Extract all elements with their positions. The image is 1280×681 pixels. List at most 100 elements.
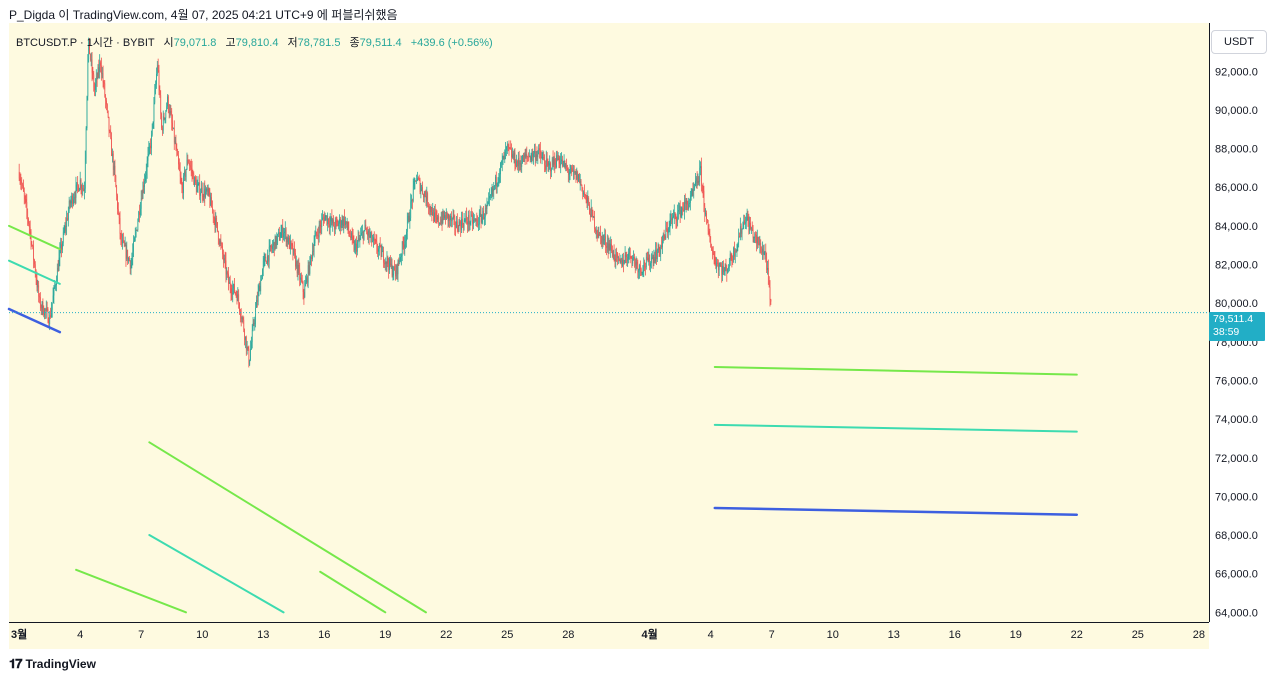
candle-body (305, 282, 307, 287)
candle-body (650, 263, 651, 267)
candle-body (242, 317, 244, 320)
candle-body (766, 256, 768, 270)
candle-body (723, 270, 725, 273)
candle-body (619, 260, 621, 263)
candle-body (251, 330, 253, 343)
candle-body (611, 244, 612, 251)
candle-body (539, 148, 540, 151)
time-tick-label: 19 (1010, 629, 1022, 641)
candle-body (189, 163, 190, 166)
price-tick-label: 92,000.0 (1215, 66, 1258, 78)
candle-body (124, 244, 126, 247)
candle-body (684, 201, 686, 204)
candle-body (66, 218, 68, 227)
candle-body (383, 250, 384, 263)
candle-body (744, 220, 745, 224)
candle-body (167, 96, 168, 107)
candle-body (764, 251, 766, 253)
candle-body (622, 259, 623, 266)
candle-body (204, 188, 206, 198)
candle-body (697, 180, 699, 183)
candle-body (21, 183, 23, 185)
candle-body (376, 241, 378, 250)
candle-body (316, 231, 318, 235)
candle-body (179, 170, 181, 177)
candle-body (73, 199, 74, 204)
candle-body (290, 240, 291, 249)
candle-body (685, 200, 687, 204)
trend-lines-group (7, 224, 1079, 614)
candle-body (580, 180, 582, 186)
candle-body (686, 200, 688, 205)
time-axis[interactable] (9, 622, 1209, 649)
candle-body (439, 222, 440, 224)
candle-body (537, 152, 539, 158)
candle-body (757, 236, 758, 244)
candle-body (206, 188, 207, 192)
candle-body (261, 279, 262, 281)
candle-body (100, 62, 101, 66)
candle-body (706, 213, 707, 220)
candle-body (186, 159, 188, 170)
candle-body (489, 195, 490, 199)
candle-body (98, 67, 100, 72)
candle-body (501, 159, 503, 163)
candle-body (357, 238, 359, 243)
candle-body (168, 96, 169, 110)
candle-body (94, 87, 95, 90)
candle-body (181, 182, 183, 190)
candle-body (368, 230, 369, 236)
teal-line-left-b (148, 534, 285, 614)
candle-body (563, 160, 565, 162)
footer-brand[interactable]: 𝟏𝟕 TradingView (9, 656, 96, 672)
candle-body (665, 228, 667, 239)
candle-body (593, 216, 595, 218)
candle-body (591, 207, 593, 211)
candle-body (640, 269, 642, 273)
candle-body (246, 346, 248, 350)
candle-body (251, 342, 252, 349)
candle-body (757, 236, 759, 245)
candle-body (330, 217, 332, 222)
candle-body (234, 292, 236, 294)
candle-body (211, 197, 212, 208)
currency-button[interactable]: USDT (1211, 30, 1267, 54)
candle-body (762, 248, 763, 253)
candle-body (604, 236, 606, 240)
candle-body (621, 258, 623, 266)
candle-body (129, 260, 131, 269)
candle-body (429, 207, 430, 210)
candle-body (407, 215, 409, 220)
candle-body (157, 65, 158, 75)
chart-area[interactable] (9, 23, 1209, 622)
candle-body (651, 256, 653, 258)
candle-body (556, 155, 557, 168)
candle-body (118, 213, 120, 219)
candle-body (19, 178, 21, 181)
candle-body (567, 167, 568, 170)
candle-body (765, 251, 767, 257)
time-tick-label: 4월 (642, 627, 658, 641)
candle-body (573, 170, 574, 172)
time-tick-label: 13 (257, 629, 269, 641)
candle-body (507, 143, 509, 145)
candle-body (216, 218, 218, 223)
candle-body (519, 163, 521, 165)
candle-body (279, 237, 281, 241)
candle-body (523, 155, 524, 162)
candle-body (164, 117, 166, 120)
candle-body (284, 229, 286, 232)
candle-body (716, 262, 718, 269)
candle-body (595, 230, 597, 232)
symbol-label[interactable]: BTCUSDT.P · 1시간 · BYBIT (16, 37, 155, 49)
candle-body (353, 239, 355, 250)
candle-body (64, 225, 66, 232)
candle-body (256, 300, 257, 308)
candle-body (248, 348, 250, 365)
candle-body (310, 256, 312, 258)
candle-body (347, 221, 349, 230)
candle-body (699, 167, 701, 182)
candle-body (552, 158, 554, 165)
candle-body (488, 198, 490, 203)
candle-body (663, 234, 665, 237)
